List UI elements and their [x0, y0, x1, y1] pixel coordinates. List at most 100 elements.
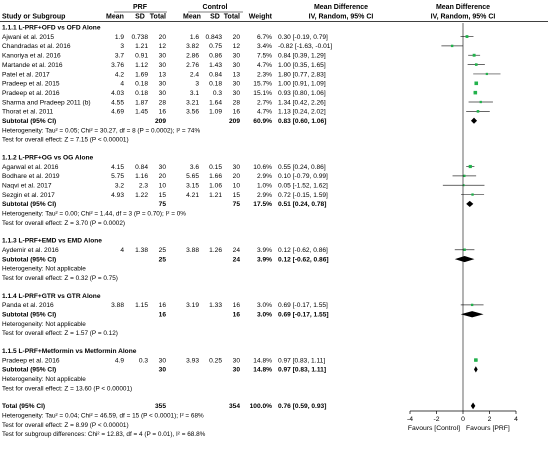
stat-note: Test for subgroup differences: Chi² = 12…	[2, 431, 206, 438]
weight: 1.0%	[257, 183, 272, 190]
md-ci-text: 1.00 [0.35, 1.65]	[278, 62, 326, 69]
control-mean: 3.56	[186, 109, 199, 116]
control-mean: 2.86	[186, 53, 199, 60]
control-total: 30	[233, 62, 241, 69]
subtotal-diamond	[460, 311, 484, 318]
control-mean: 4.21	[186, 192, 199, 199]
tick-label: -2	[433, 416, 439, 423]
control-mean: 3	[195, 81, 199, 88]
prf-sd: 0.18	[135, 90, 148, 97]
md-ci-text: -0.82 [-1.63, -0.01]	[278, 43, 332, 50]
study-marker	[471, 193, 474, 196]
control-sd: 0.86	[209, 53, 222, 60]
study-name: Ajwani et al. 2015	[2, 34, 54, 41]
weight: 2.9%	[257, 192, 272, 199]
control-total: 16	[233, 302, 241, 309]
prf-total: 30	[159, 357, 167, 364]
prf-group-header: PRF	[133, 4, 148, 11]
prf-sd: 1.15	[135, 302, 148, 309]
stat-note: Test for overall effect: Z = 7.15 (P < 0…	[2, 137, 129, 144]
control-mean: 3.93	[186, 357, 199, 364]
prf-sd: 0.18	[135, 81, 148, 88]
study-marker	[450, 44, 454, 48]
study-name: Panda et al. 2016	[2, 302, 54, 309]
control-total: 30	[233, 367, 241, 374]
md-ci-text: 0.55 [0.24, 0.86]	[278, 164, 326, 171]
x-axis: -4 -2 0 2 4 Favours [Control] Favours [PRF]	[407, 23, 518, 432]
col-prf-mean: Mean	[106, 14, 124, 21]
subtotal-diamond	[466, 200, 474, 208]
study-marker	[472, 53, 476, 57]
control-total: 28	[233, 99, 241, 106]
subtotal-diamond	[470, 117, 478, 124]
subtotal-label: Subtotal (95% CI)	[2, 256, 56, 263]
subgroup-title: 1.1.4 L-PRF+GTR vs GTR Alone	[2, 293, 101, 300]
control-sd: 1.66	[209, 173, 222, 180]
prf-total: 25	[159, 247, 167, 254]
subgroup-title: 1.1.2 L-PRF+OG vs OG Alone	[2, 154, 94, 161]
stat-note: Heterogeneity: Tau² = 0.04; Chi² = 46.59…	[2, 413, 204, 420]
control-total: 20	[233, 34, 241, 41]
weight: 3.4%	[257, 43, 272, 50]
control-sd: 1.33	[209, 302, 222, 309]
md-ci-text: 0.51 [0.24, 0.78]	[278, 201, 326, 208]
prf-total: 30	[159, 164, 167, 171]
md-ci-text: 0.72 [-0.15, 1.59]	[278, 192, 328, 199]
col-prf-total: Total	[150, 14, 166, 21]
prf-sd: 0.91	[135, 53, 148, 60]
md-ci-text: 1.34 [0.42, 2.26]	[278, 99, 326, 106]
control-total: 75	[233, 201, 241, 208]
md-ci-text: 0.10 [-0.79, 0.99]	[278, 173, 328, 180]
stat-note: Heterogeneity: Not applicable	[2, 266, 86, 273]
prf-mean: 3	[120, 43, 124, 50]
control-sd: 0.3	[213, 90, 222, 97]
study-marker	[474, 81, 479, 86]
study-marker	[463, 248, 466, 251]
control-sd: 1.06	[209, 183, 222, 190]
plot-header: Mean Difference	[436, 4, 490, 11]
stat-note: Test for overall effect: Z = 13.60 (P < …	[2, 385, 132, 392]
prf-sd: 0.738	[131, 34, 148, 41]
control-sd: 0.25	[209, 357, 222, 364]
weight: 2.3%	[257, 71, 272, 78]
study-marker	[485, 72, 488, 76]
favours-prf-label: Favours [PRF]	[466, 425, 510, 432]
plot-marks	[441, 35, 501, 410]
control-total: 15	[233, 192, 241, 199]
prf-total: 355	[155, 403, 166, 410]
control-total: 30	[233, 81, 241, 88]
control-group-header: Control	[203, 4, 228, 11]
control-sd: 0.75	[209, 43, 222, 50]
prf-sd: 1.87	[135, 99, 148, 106]
prf-total: 28	[159, 99, 167, 106]
prf-total: 16	[159, 109, 167, 116]
weight: 2.7%	[257, 99, 272, 106]
study-marker	[479, 100, 482, 104]
subgroup-title: 1.1.3 L-PRF+EMD vs EMD Alone	[2, 238, 102, 245]
weight: 17.5%	[253, 201, 272, 208]
control-mean: 3.82	[186, 43, 199, 50]
prf-total: 30	[159, 90, 167, 97]
control-sd: 0.15	[209, 164, 222, 171]
weight: 2.9%	[257, 173, 272, 180]
table-header: PRF Control Mean Difference Mean Differe…	[0, 4, 548, 22]
control-sd: 0.843	[205, 34, 222, 41]
prf-total: 20	[159, 34, 167, 41]
control-total: 20	[233, 173, 241, 180]
tick-label: 4	[514, 416, 518, 423]
prf-sd: 1.38	[135, 247, 148, 254]
total-diamond	[470, 402, 476, 410]
md-ci-text: 0.30 [-0.19, 0.79]	[278, 34, 328, 41]
study-name: Aydemir et al. 2016	[2, 247, 59, 254]
weight: 3.9%	[257, 256, 272, 263]
weight: 3.0%	[257, 302, 272, 309]
prf-total: 16	[159, 302, 167, 309]
prf-mean: 3.76	[111, 62, 124, 69]
md-ci-text: 0.69 [-0.17, 1.55]	[278, 312, 329, 319]
control-mean: 3.19	[186, 302, 199, 309]
prf-mean: 5.75	[111, 173, 124, 180]
study-marker	[476, 110, 480, 113]
study-marker	[462, 184, 465, 187]
control-mean: 3.15	[186, 183, 199, 190]
control-total: 16	[233, 109, 241, 116]
